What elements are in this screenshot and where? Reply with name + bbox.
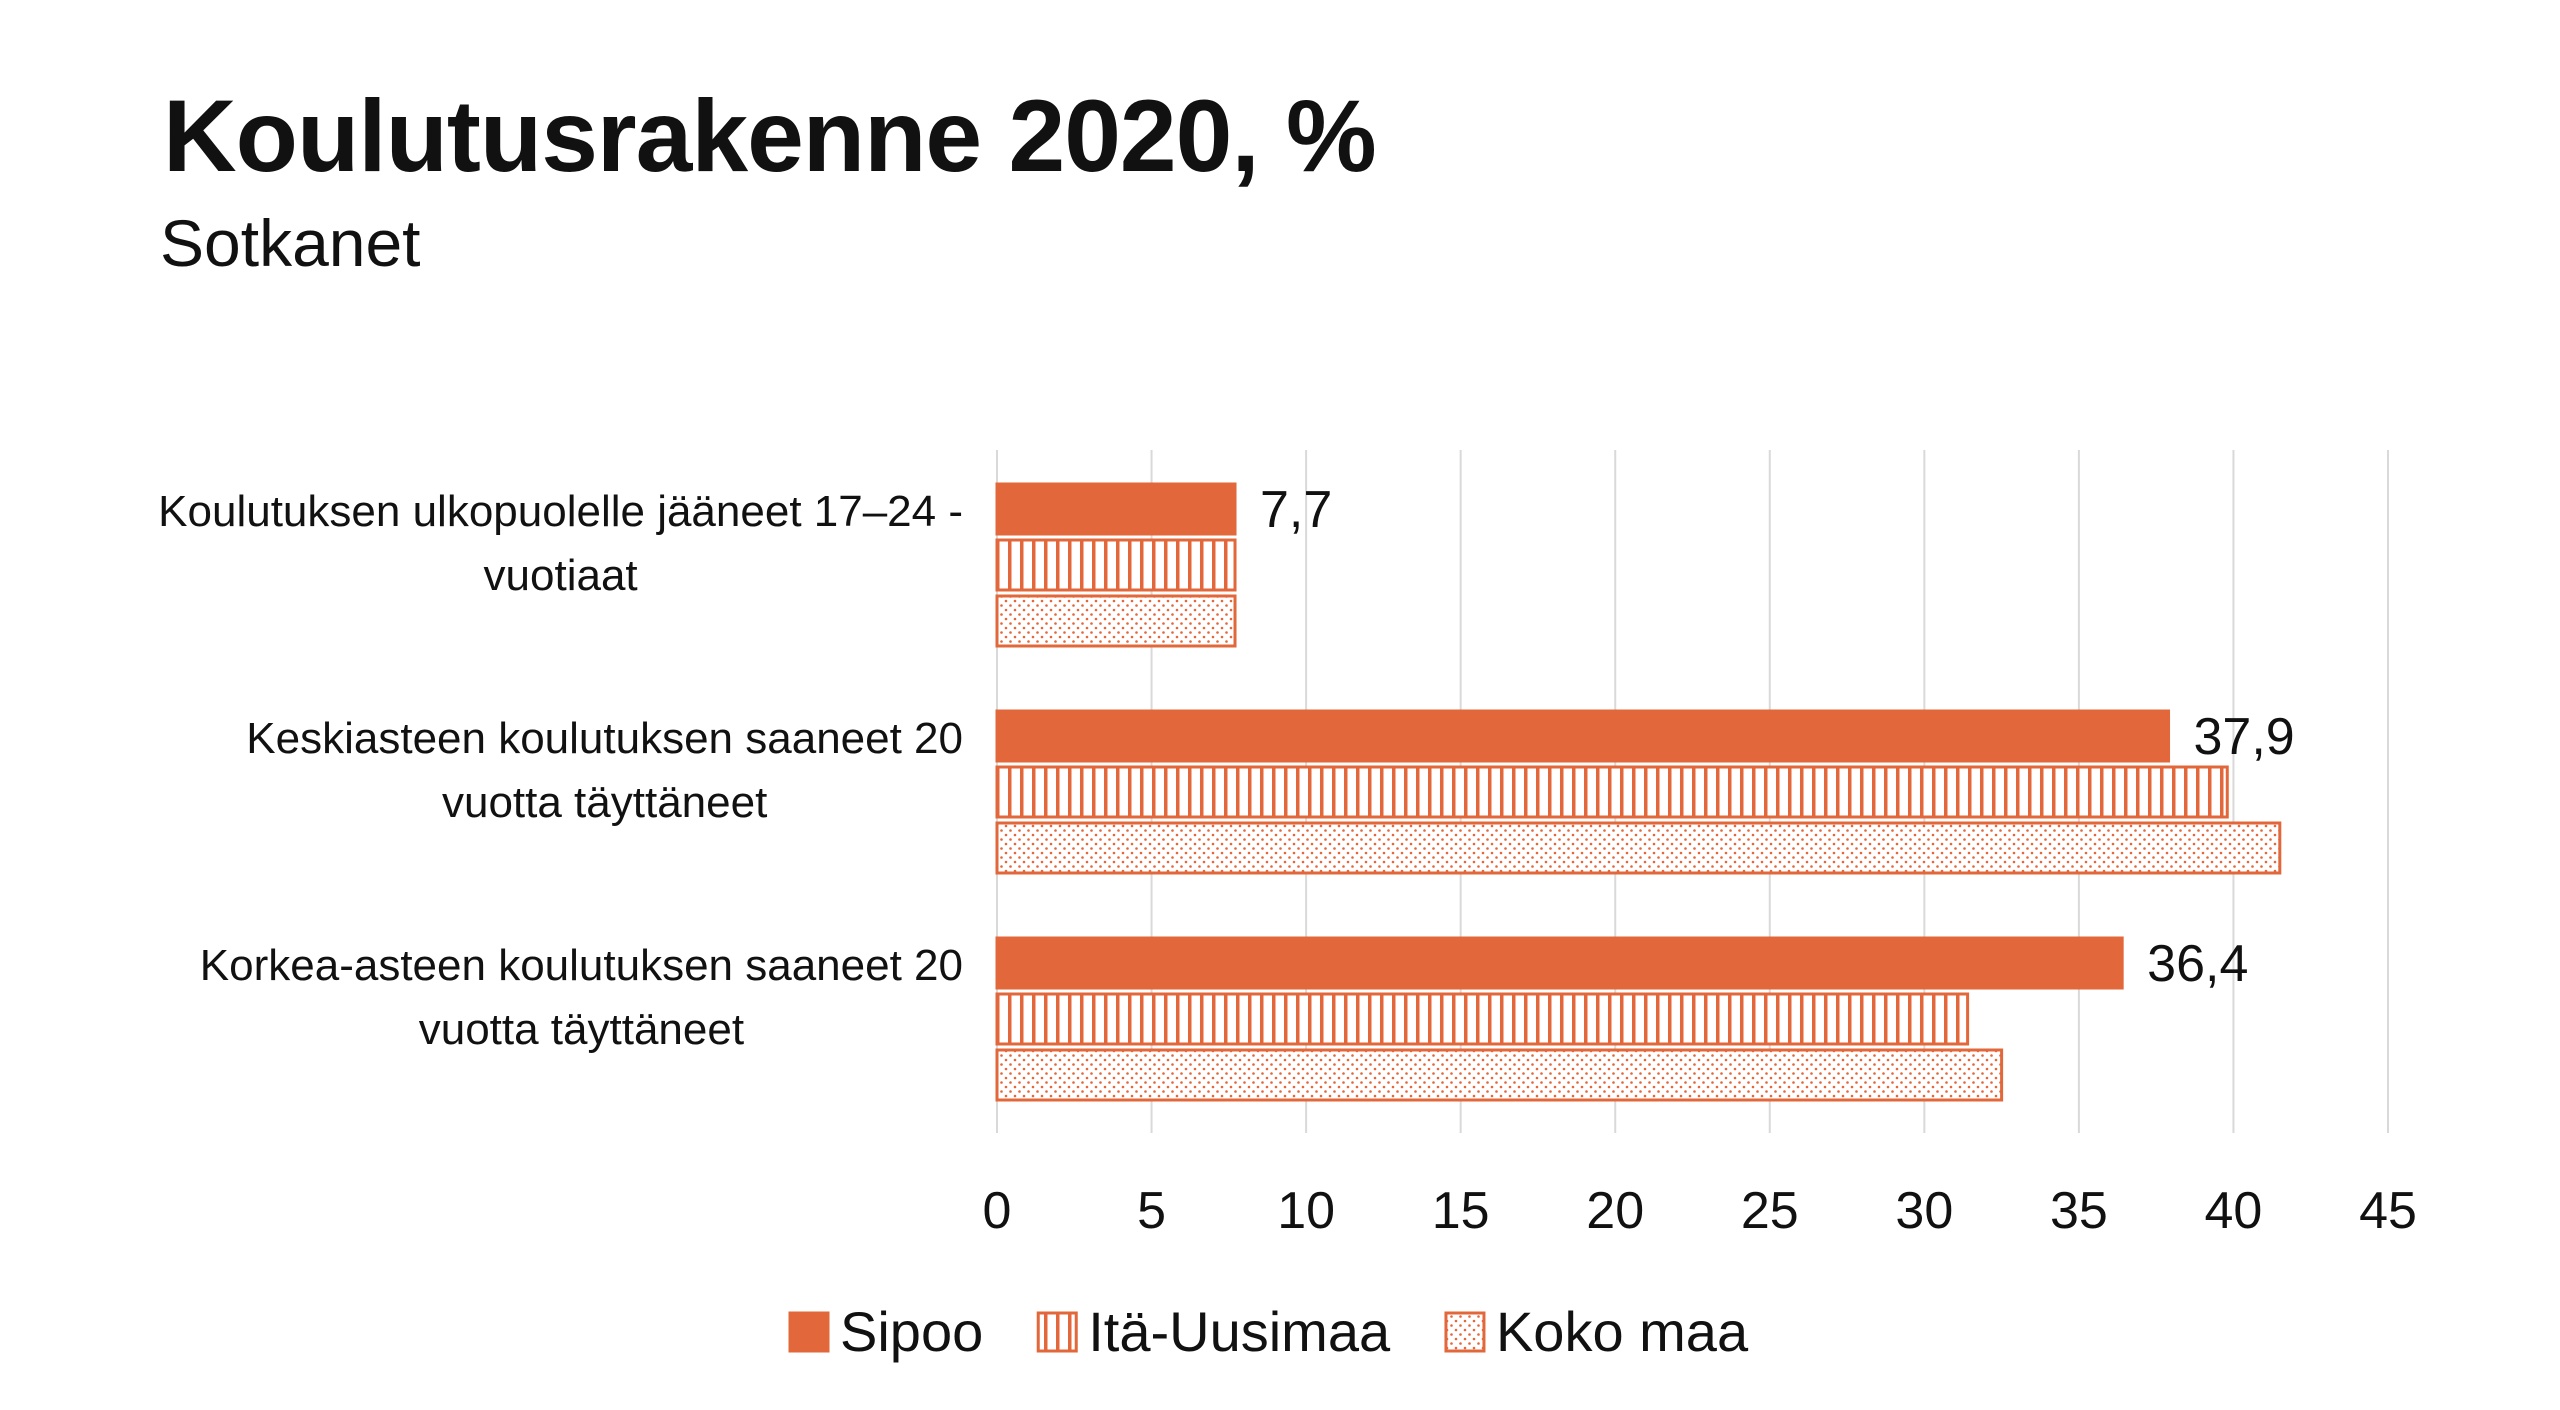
- legend-swatch: [1036, 1311, 1078, 1353]
- category-label: vuotta täyttäneet: [419, 1005, 744, 1054]
- bar-sipoo: [995, 482, 1237, 536]
- legend-label: Koko maa: [1496, 1300, 1749, 1363]
- bars: [995, 482, 2282, 1102]
- chart-title: Koulutusrakenne 2020, %: [163, 79, 1377, 193]
- bar-it-uusimaa: [995, 992, 1970, 1046]
- x-tick-label: 40: [2205, 1182, 2263, 1240]
- legend-label: Itä-Uusimaa: [1088, 1300, 1391, 1363]
- x-tick-label: 20: [1586, 1182, 1644, 1240]
- data-label: 36,4: [2147, 935, 2248, 993]
- category-label: Koulutuksen ulkopuolelle jääneet 17–24 -: [158, 487, 963, 536]
- bar-sipoo: [995, 709, 2171, 763]
- data-label: 37,9: [2194, 708, 2295, 766]
- bar-it-uusimaa: [995, 538, 1237, 592]
- x-tick-label: 0: [983, 1182, 1012, 1240]
- legend-swatch: [1444, 1311, 1486, 1353]
- x-tick-label: 10: [1277, 1182, 1335, 1240]
- category-label: Keskiasteen koulutuksen saaneet 20: [246, 714, 963, 763]
- chart-subtitle: Sotkanet: [160, 206, 421, 280]
- data-label: 7,7: [1260, 481, 1332, 539]
- x-tick-label: 35: [2050, 1182, 2108, 1240]
- x-tick-label: 25: [1741, 1182, 1799, 1240]
- bar-sipoo: [995, 936, 2124, 990]
- x-tick-label: 15: [1432, 1182, 1490, 1240]
- x-tick-label: 45: [2359, 1182, 2417, 1240]
- category-label: Korkea-asteen koulutuksen saaneet 20: [200, 941, 963, 990]
- bar-koko-maa: [995, 594, 1237, 648]
- x-tick-label: 30: [1895, 1182, 1953, 1240]
- legend-swatch: [788, 1311, 830, 1353]
- data-labels: 7,7 37,9 36,4: [1260, 481, 2295, 993]
- bar-koko-maa: [995, 1048, 2004, 1102]
- bar-it-uusimaa: [995, 765, 2229, 819]
- bar-koko-maa: [995, 821, 2282, 875]
- legend-label: Sipoo: [840, 1300, 983, 1363]
- x-tick-label: 5: [1137, 1182, 1166, 1240]
- x-axis-ticks: 0 5 10 15 20 25 30 35 40 45: [983, 1182, 2417, 1240]
- category-label: vuotiaat: [484, 551, 638, 600]
- legend: Sipoo Itä-Uusimaa Koko maa: [788, 1300, 1749, 1363]
- category-labels: Koulutuksen ulkopuolelle jääneet 17–24 -…: [158, 487, 963, 1054]
- category-label: vuotta täyttäneet: [442, 778, 767, 827]
